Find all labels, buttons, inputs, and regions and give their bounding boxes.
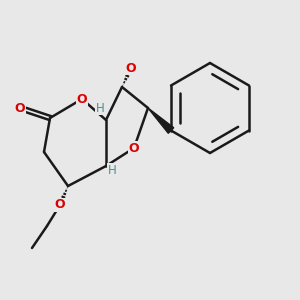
Text: O: O: [15, 101, 25, 115]
Text: H: H: [96, 101, 104, 115]
Polygon shape: [148, 108, 174, 133]
Text: O: O: [129, 142, 139, 154]
Text: O: O: [55, 199, 65, 212]
Text: H: H: [108, 164, 116, 176]
Text: O: O: [126, 61, 136, 74]
Text: O: O: [77, 92, 87, 106]
